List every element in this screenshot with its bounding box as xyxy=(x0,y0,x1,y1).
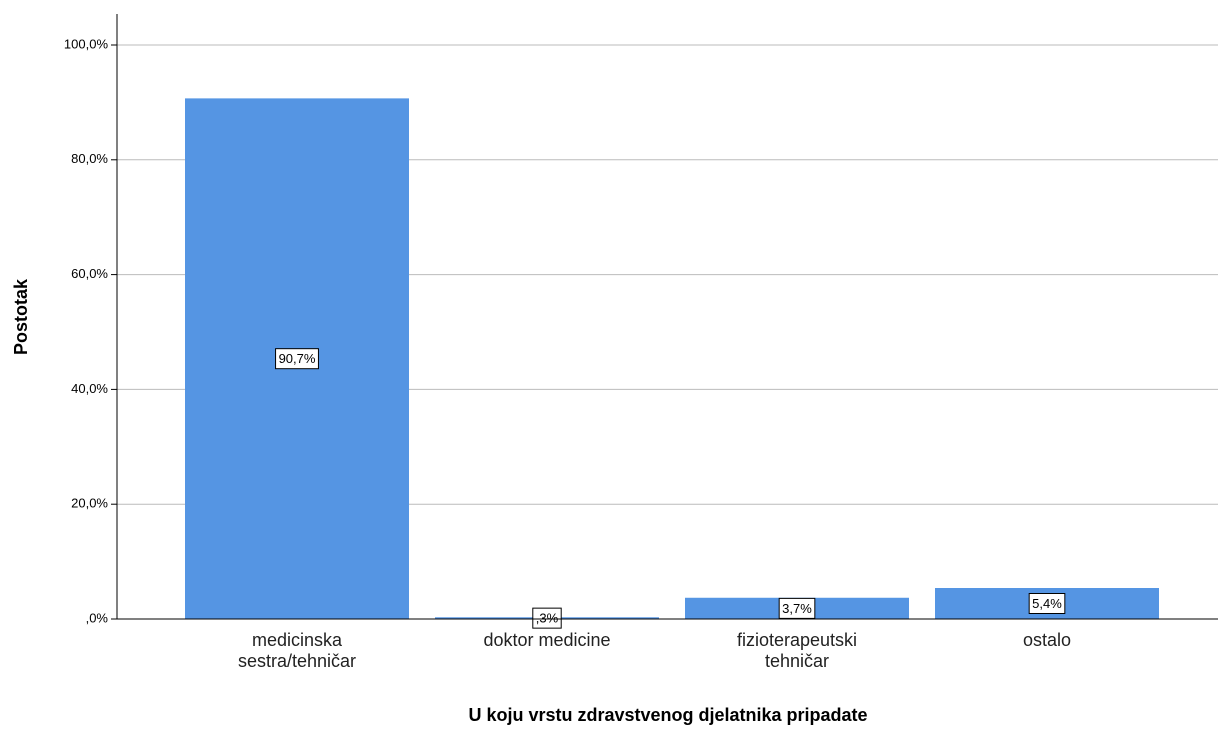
y-tick-label: 100,0% xyxy=(64,36,109,51)
value-label-text: ,3% xyxy=(536,611,559,626)
y-tick-label: ,0% xyxy=(86,610,109,625)
y-axis-title: Postotak xyxy=(11,278,31,355)
x-tick-label: doktor medicine xyxy=(483,630,611,650)
value-label: ,3% xyxy=(532,607,562,629)
value-label-box xyxy=(778,597,816,619)
value-label-text: 90,7% xyxy=(279,351,316,366)
x-axis-title: U koju vrstu zdravstvenog djelatnika pri… xyxy=(468,705,867,725)
x-tick-label: ostalo xyxy=(1022,630,1072,650)
value-label-box xyxy=(532,607,562,629)
y-tick-label: 20,0% xyxy=(71,496,108,511)
x-tick-label: fizioterapeutski tehničar xyxy=(736,630,858,671)
y-tick-label: 60,0% xyxy=(71,266,108,281)
x-tick-label: medicinska sestra/tehničar xyxy=(237,630,357,671)
y-tick-label: 80,0% xyxy=(71,151,108,166)
y-tick-label: 40,0% xyxy=(71,381,108,396)
value-label: 90,7% xyxy=(275,348,319,370)
value-label-box xyxy=(275,348,319,370)
value-label-text: 5,4% xyxy=(1032,596,1062,611)
value-label-box xyxy=(1028,593,1066,615)
value-label: 5,4% xyxy=(1028,593,1066,615)
value-label-text: 3,7% xyxy=(782,601,812,616)
value-label: 3,7% xyxy=(778,597,816,619)
